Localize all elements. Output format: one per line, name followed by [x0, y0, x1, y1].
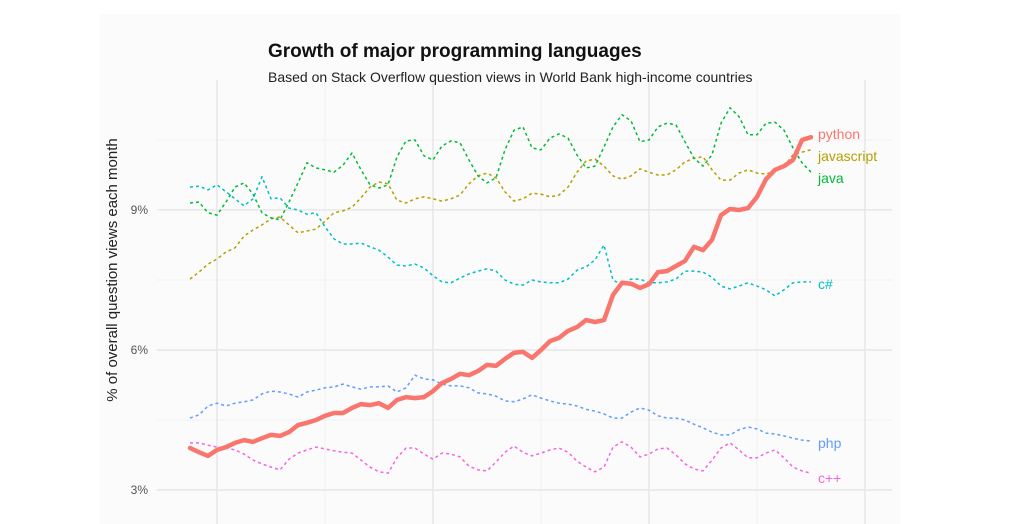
y-tick-label: 6% — [131, 343, 149, 357]
series-label: c# — [818, 276, 833, 292]
series-lines — [187, 107, 814, 474]
series-label: python — [818, 126, 860, 142]
y-axis-ticks: 9% 6% 3% — [131, 203, 149, 497]
chart-subtitle: Based on Stack Overflow question views i… — [268, 69, 753, 85]
y-tick-label: 3% — [131, 483, 149, 497]
chart-title: Growth of major programming languages — [268, 41, 642, 62]
y-axis-label: % of overall question views each month — [104, 138, 121, 401]
series-label: php — [818, 435, 842, 451]
series-line-cpp — [190, 441, 812, 474]
series-label: javascript — [817, 148, 877, 164]
series-line-python — [187, 134, 814, 459]
series-line-javascript — [189, 149, 812, 280]
series-line-java — [189, 107, 812, 221]
plot-background — [100, 14, 900, 524]
series-labels: python javascript java c# php c++ — [817, 126, 877, 486]
series-line-php — [189, 374, 812, 442]
series-line-csharp — [189, 176, 811, 297]
series-label: java — [817, 170, 844, 186]
y-tick-label: 9% — [131, 203, 149, 217]
series-label: c++ — [818, 470, 841, 486]
